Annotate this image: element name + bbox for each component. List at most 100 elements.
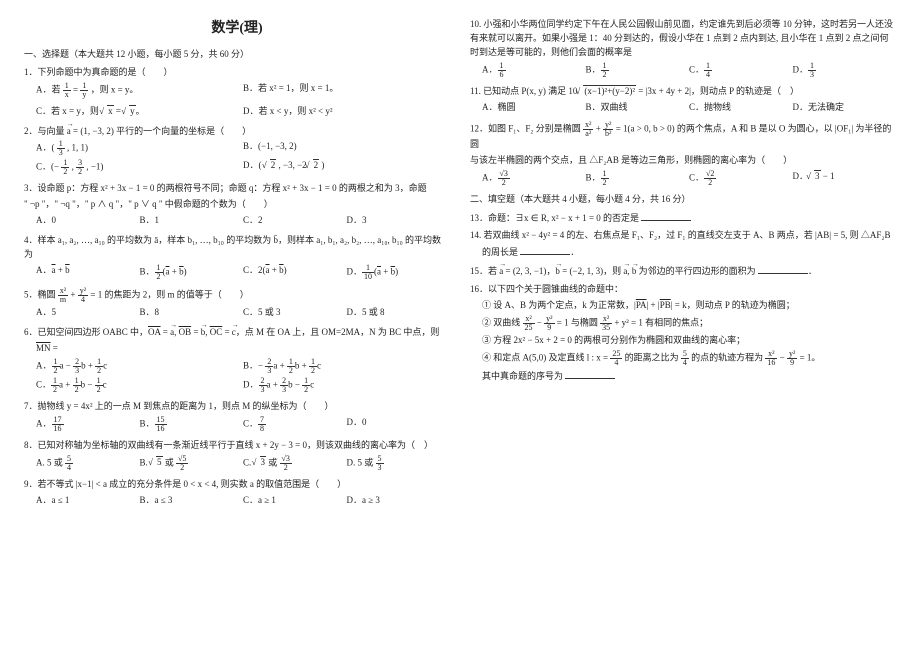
q2-opt-a: A．( 13 , 1, 1) xyxy=(36,140,243,157)
q9-opt-d: D．a ≥ 3 xyxy=(347,494,451,508)
q3-stem2: " ¬p "，" ¬q "，" p ∧ q "，" p ∨ q " 中假命题的个… xyxy=(24,198,450,212)
q5-opt-b: B．8 xyxy=(140,306,244,320)
q16-i3: ③ 方程 2x² − 5x + 2 = 0 的两根可分别作为椭圆和双曲线的离心率… xyxy=(482,334,896,348)
q6-stem2: MN = xyxy=(36,342,450,356)
q1-stem: 1．下列命题中为真命题的是（ ） xyxy=(24,66,450,80)
q4-stem: 4．样本 a₁, a₂, …, a₁₀ 的平均数为 ā，样本 b₁, …, b₁… xyxy=(24,234,450,262)
blank-16 xyxy=(565,369,615,379)
q14-l1: 14. 若双曲线 x² − 4y² = 4 的左、右焦点是 F₁、F₂，过 F₁… xyxy=(470,229,896,243)
q7-stem: 7．抛物线 y = 4x² 上的一点 M 到焦点的距离为 1，则点 M 的纵坐标… xyxy=(24,400,450,414)
q2-stem: 2．与向量 a = (1, −3, 2) 平行的一个向量的坐标是（ ） xyxy=(24,125,450,139)
q7-opt-d: D．0 xyxy=(347,416,451,433)
q11-opt-b: B．双曲线 xyxy=(586,101,690,115)
q7-opt-c: C．78 xyxy=(243,416,347,433)
question-14: 14. 若双曲线 x² − 4y² = 4 的左、右焦点是 F₁、F₂，过 F₁… xyxy=(470,229,896,260)
q3-opt-c: C．2 xyxy=(243,214,347,228)
q8-opt-a: A. 5 或 54 xyxy=(36,455,140,472)
q10-stem: 10. 小强和小华两位同学约定下午在人民公园假山前见面，约定谁先到后必须等 10… xyxy=(470,18,896,60)
q8-opt-d: D. 5 或 53 xyxy=(347,455,451,472)
question-5: 5．椭圆 x²m + y²4 = 1 的焦距为 2，则 m 的值等于（ ） A．… xyxy=(24,287,450,322)
q12-opt-d: D．3 − 1 xyxy=(793,170,897,187)
question-10: 10. 小强和小华两位同学约定下午在人民公园假山前见面，约定谁先到后必须等 10… xyxy=(470,18,896,81)
q12-opt-b: B．12 xyxy=(586,170,690,187)
q10-opt-b: B．12 xyxy=(586,62,690,79)
question-15: 15．若 a = (2, 3, −1)，b = (−2, 1, 3)，则 a, … xyxy=(470,264,896,279)
q7-opt-a: A．1716 xyxy=(36,416,140,433)
q1-opt-b: B．若 x² = 1，则 x = 1。 xyxy=(243,82,450,99)
q16-i4: ④ 和定点 A(5,0) 及定直线 l : x = 254 的距离之比为 54 … xyxy=(482,350,896,367)
q6-opt-a: A．12a − 23b + 12c xyxy=(36,358,243,375)
q5-opt-c: C．5 或 3 xyxy=(243,306,347,320)
question-9: 9．若不等式 |x−1| < a 成立的充分条件是 0 < x < 4, 则实数… xyxy=(24,478,450,510)
q16-stem: 16．以下四个关于圆锥曲线的命题中： xyxy=(470,283,896,297)
q5-opt-a: A．5 xyxy=(36,306,140,320)
q2-opt-c: C．(− 12 , 32 , −1) xyxy=(36,159,243,176)
q6-opt-b: B．− 23a + 12b + 12c xyxy=(243,358,450,375)
q5-opt-d: D．5 或 8 xyxy=(347,306,451,320)
q4-opt-d: D．110(a + b) xyxy=(347,264,451,281)
q14-l2: 的周长是 ． xyxy=(482,245,896,260)
q3-opt-d: D．3 xyxy=(347,214,451,228)
question-11: 11. 已知动点 P(x, y) 满足 10(x−1)²+(y−2)² = |3… xyxy=(470,85,896,117)
q4-opt-c: C．2(a + b) xyxy=(243,264,347,281)
q4-opt-b: B．12(a + b) xyxy=(140,264,244,281)
q16-i1: ① 设 A、B 为两个定点，k 为正常数，|PA| + |PB| = k，则动点… xyxy=(482,299,896,313)
q6-stem: 6．已知空间四边形 OABC 中，OA = a, OB = b, OC = c，… xyxy=(24,326,450,340)
q1-opt-c: C．若 x = y，则 x = y。 xyxy=(36,105,243,119)
q7-opt-b: B．1516 xyxy=(140,416,244,433)
question-8: 8．已知对称轴为坐标轴的双曲线有一条渐近线平行于直线 x + 2y − 3 = … xyxy=(24,439,450,474)
q6-opt-c: C．12a + 12b − 12c xyxy=(36,377,243,394)
q14-l2-text: 的周长是 xyxy=(482,247,518,257)
question-3: 3．设命题 p：方程 x² + 3x − 1 = 0 的两根符号不同；命题 q：… xyxy=(24,182,450,230)
blank-13 xyxy=(641,211,691,221)
q3-opt-b: B．1 xyxy=(140,214,244,228)
section-2-heading: 二、填空题（本大题共 4 小题，每小题 4 分，共 16 分） xyxy=(470,193,896,207)
q9-opt-b: B．a ≤ 3 xyxy=(140,494,244,508)
q10-opt-c: C．14 xyxy=(689,62,793,79)
q10-opt-a: A．16 xyxy=(482,62,586,79)
q12-opt-c: C．√22 xyxy=(689,170,793,187)
question-7: 7．抛物线 y = 4x² 上的一点 M 到焦点的距离为 1，则点 M 的纵坐标… xyxy=(24,400,450,435)
q11-stem: 11. 已知动点 P(x, y) 满足 10(x−1)²+(y−2)² = |3… xyxy=(470,85,896,99)
question-12: 12．如图 F₁、F₂ 分别是椭圆 x²a² + y²b² = 1(a > 0,… xyxy=(470,121,896,189)
q11-opt-c: C．抛物线 xyxy=(689,101,793,115)
q9-opt-a: A．a ≤ 1 xyxy=(36,494,140,508)
q16-i2: ② 双曲线 x²25 − y²9 = 1 与椭圆 x²35 + y² = 1 有… xyxy=(482,315,896,332)
page-title: 数学(理) xyxy=(24,18,450,40)
q4-opt-a: A．a + b xyxy=(36,264,140,281)
left-column: 数学(理) 一、选择题（本大题共 12 小题，每小题 5 分，共 60 分） 1… xyxy=(14,18,460,633)
q13-stem: 13．命题：∃x ∈ R, x² − x + 1 = 0 的否定是 xyxy=(470,213,639,223)
blank-14 xyxy=(520,245,570,255)
q9-opt-c: C．a ≥ 1 xyxy=(243,494,347,508)
q11-opt-d: D．无法确定 xyxy=(793,101,897,115)
q16-tail-text: 其中真命题的序号为 xyxy=(482,371,563,381)
question-16: 16．以下四个关于圆锥曲线的命题中： ① 设 A、B 为两个定点，k 为正常数，… xyxy=(470,283,896,384)
q12-stem: 12．如图 F₁、F₂ 分别是椭圆 x²a² + y²b² = 1(a > 0,… xyxy=(470,121,896,152)
q3-stem: 3．设命题 p：方程 x² + 3x − 1 = 0 的两根符号不同；命题 q：… xyxy=(24,182,450,196)
section-1-heading: 一、选择题（本大题共 12 小题，每小题 5 分，共 60 分） xyxy=(24,48,450,62)
q2-opt-d: D．( 2 , −3, −22 ) xyxy=(243,159,450,176)
q2-opt-b: B．(−1, −3, 2) xyxy=(243,140,450,157)
q1-opt-d: D．若 x < y，则 x² < y² xyxy=(243,105,450,119)
question-6: 6．已知空间四边形 OABC 中，OA = a, OB = b, OC = c，… xyxy=(24,326,450,396)
q16-tail: 其中真命题的序号为 xyxy=(482,369,896,384)
q5-stem: 5．椭圆 x²m + y²4 = 1 的焦距为 2，则 m 的值等于（ ） xyxy=(24,287,450,304)
q8-stem: 8．已知对称轴为坐标轴的双曲线有一条渐近线平行于直线 x + 2y − 3 = … xyxy=(24,439,450,453)
q9-stem: 9．若不等式 |x−1| < a 成立的充分条件是 0 < x < 4, 则实数… xyxy=(24,478,450,492)
q12-opt-a: A．√32 xyxy=(482,170,586,187)
q15-stem: 15．若 a = (2, 3, −1)，b = (−2, 1, 3)，则 a, … xyxy=(470,266,756,276)
right-column: 10. 小强和小华两位同学约定下午在人民公园假山前见面，约定谁先到后必须等 10… xyxy=(460,18,906,633)
question-4: 4．样本 a₁, a₂, …, a₁₀ 的平均数为 ā，样本 b₁, …, b₁… xyxy=(24,234,450,283)
q3-opt-a: A．0 xyxy=(36,214,140,228)
question-2: 2．与向量 a = (1, −3, 2) 平行的一个向量的坐标是（ ） A．( … xyxy=(24,125,450,179)
q8-opt-b: B. 5 或 √52 xyxy=(140,455,244,472)
question-1: 1．下列命题中为真命题的是（ ） A．若 1x = 1y ，则 x = y。 B… xyxy=(24,66,450,121)
q1-opt-a: A．若 1x = 1y ，则 x = y。 xyxy=(36,82,243,99)
q10-opt-d: D．13 xyxy=(793,62,897,79)
question-13: 13．命题：∃x ∈ R, x² − x + 1 = 0 的否定是 xyxy=(470,211,896,226)
q8-opt-c: C. 3 或 √32 xyxy=(243,455,347,472)
q11-opt-a: A．椭圆 xyxy=(482,101,586,115)
q6-opt-d: D．23a + 23b − 12c xyxy=(243,377,450,394)
blank-15 xyxy=(758,264,808,274)
q12-stem2: 与该左半椭圆的两个交点，且 △F₂AB 是等边三角形，则椭圆的离心率为（ ） xyxy=(470,154,896,168)
